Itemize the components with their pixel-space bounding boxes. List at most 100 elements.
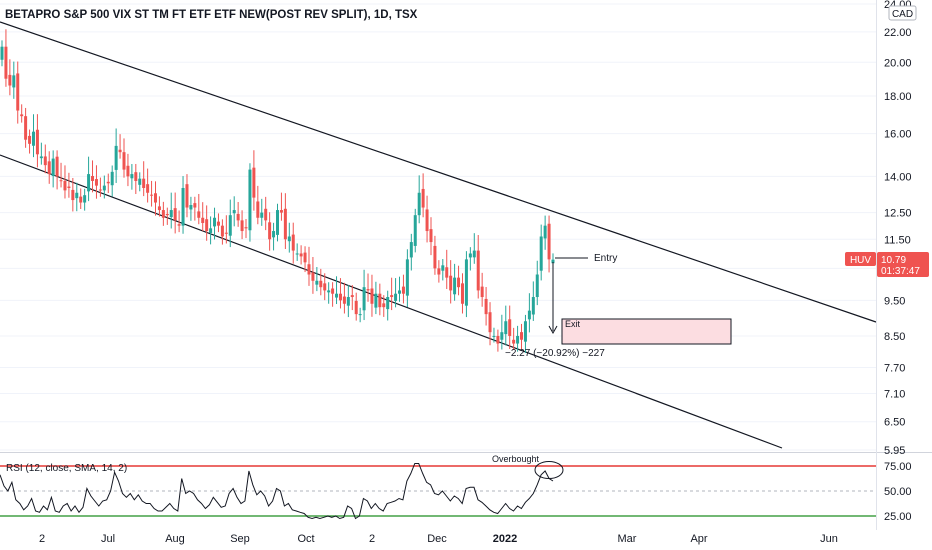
candle-body [520, 332, 524, 340]
channel-lower-line[interactable] [0, 154, 783, 449]
rsi-legend[interactable]: RSI (12, close, SMA, 14, 2) [6, 463, 127, 474]
candle-body [67, 186, 71, 188]
candle-body [464, 259, 468, 306]
rsi-axis[interactable]: 75.00 50.00 25.00 [884, 461, 912, 523]
candle-body [476, 250, 480, 291]
currency-badge[interactable]: CAD [888, 5, 917, 21]
candle-body [256, 201, 260, 218]
candle-body [75, 192, 79, 199]
candle-body [508, 319, 512, 336]
candle-body [303, 252, 307, 263]
candle-body [335, 293, 339, 298]
channel-upper-line[interactable] [0, 21, 877, 323]
candle-body [401, 286, 405, 294]
entry-label: Entry [594, 253, 617, 264]
time-tick-label: Jul [101, 533, 115, 545]
candle-body [500, 332, 504, 340]
candle-body [299, 253, 303, 257]
candle-body [449, 275, 453, 291]
candle-body [110, 171, 114, 186]
candle-body [71, 189, 75, 201]
candle-body [177, 224, 181, 226]
candle-body [16, 73, 20, 111]
candle-body [55, 156, 59, 177]
measure-arrow[interactable]: −2.27 (−20.92%) −227 [505, 262, 605, 359]
candle-body [189, 205, 193, 210]
candle-body [146, 184, 150, 193]
candle-body [157, 206, 161, 211]
candle-body [350, 295, 354, 298]
candle-body [106, 181, 110, 184]
entry-annotation[interactable]: Entry [555, 253, 617, 264]
candle-body [35, 129, 39, 155]
candle-body [169, 210, 173, 218]
price-badge: HUV 10.79 01:37:47 [845, 252, 929, 277]
candle-body [216, 221, 220, 226]
measure-label: −2.27 (−20.92%) −227 [505, 348, 605, 359]
candle-body [417, 192, 421, 216]
candle-body [63, 180, 67, 191]
candle-body [539, 236, 543, 271]
candle-body [535, 274, 539, 298]
candle-body [287, 236, 291, 242]
candle-body [307, 264, 311, 275]
candles [0, 29, 555, 354]
candle-body [516, 335, 520, 344]
candle-body [264, 208, 268, 221]
candle-body [358, 314, 362, 316]
candle-body [268, 222, 272, 240]
price-tick-label: 12.50 [884, 208, 912, 220]
price-tick-label: 16.00 [884, 129, 912, 141]
candle-body [496, 335, 500, 344]
candle-body [209, 228, 213, 233]
overbought-circle [534, 461, 564, 479]
candle-body [28, 135, 32, 144]
candle-body [59, 180, 63, 182]
currency-badge-label: CAD [892, 9, 913, 20]
candle-body [252, 167, 256, 198]
ticker-label: HUV [850, 255, 871, 266]
candle-body [276, 210, 279, 235]
candle-body [425, 209, 429, 232]
candle-body [260, 212, 264, 218]
candle-body [354, 300, 358, 315]
candle-body [24, 116, 28, 140]
candle-body [47, 161, 51, 175]
candle-body [429, 229, 433, 243]
candle-body [244, 227, 248, 229]
candle-body [472, 250, 476, 258]
candle-body [409, 242, 413, 258]
candle-body [386, 297, 390, 310]
time-tick-label: Aug [165, 533, 185, 545]
candle-body [31, 131, 35, 146]
candle-body [547, 223, 551, 260]
time-tick-label: 2022 [493, 533, 517, 545]
candle-body [378, 293, 382, 308]
arrow-head-icon [548, 325, 558, 335]
candle-body [323, 283, 327, 291]
candle-body [394, 293, 398, 301]
candle-body [512, 339, 516, 344]
time-axis[interactable]: 2 Jul Aug Sep Oct 2 Dec 2022 Mar Apr Jun [39, 533, 838, 545]
candle-body [213, 217, 217, 227]
candle-body [523, 321, 527, 342]
ticker-badge [845, 252, 876, 266]
exit-zone[interactable]: Exit [561, 318, 732, 345]
candle-body [445, 267, 449, 278]
candle-body [232, 210, 236, 214]
candle-body [87, 174, 91, 192]
candle-body [248, 169, 252, 231]
candle-body [181, 187, 185, 226]
candle-body [551, 259, 555, 264]
candle-body [433, 245, 437, 269]
time-tick-label: 2 [369, 533, 375, 545]
last-price: 10.79 [881, 255, 906, 266]
candle-body [20, 114, 24, 117]
candle-body [240, 220, 244, 232]
price-axis[interactable]: 24.0022.0020.0018.0016.0014.0012.5011.50… [884, 0, 912, 457]
rsi-tick-label: 75.00 [884, 461, 912, 473]
candle-body [43, 156, 47, 166]
candle-body [0, 46, 4, 60]
candle-body [228, 215, 232, 236]
